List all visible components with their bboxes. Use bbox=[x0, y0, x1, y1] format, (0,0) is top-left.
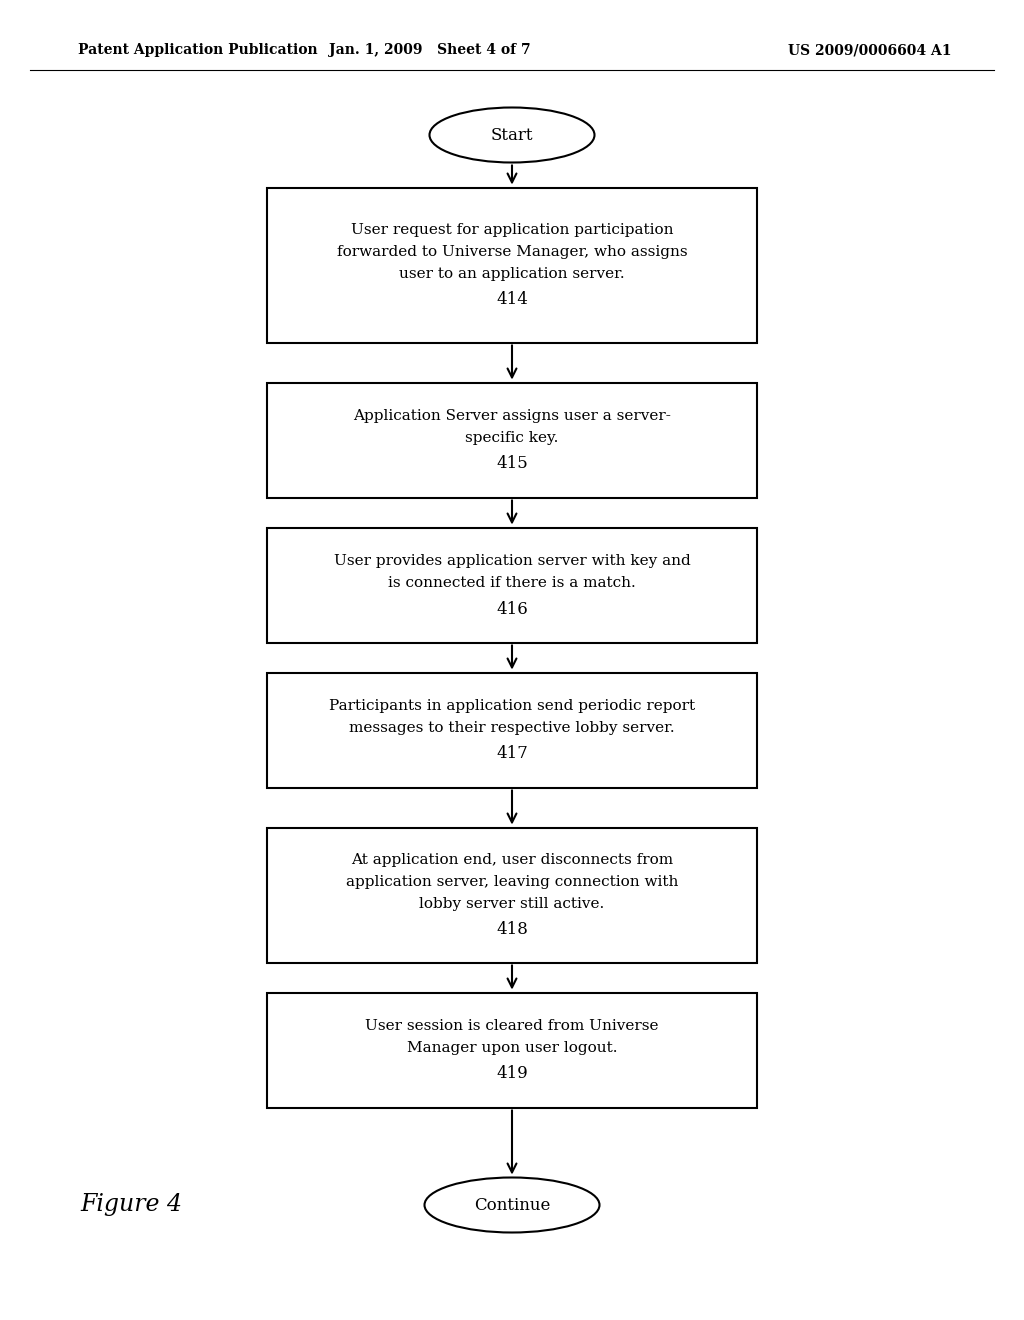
Text: 417: 417 bbox=[496, 746, 528, 763]
Bar bbox=[267, 672, 757, 788]
Text: 414: 414 bbox=[496, 292, 528, 309]
Text: is connected if there is a match.: is connected if there is a match. bbox=[388, 576, 636, 590]
Text: lobby server still active.: lobby server still active. bbox=[420, 898, 604, 911]
Text: US 2009/0006604 A1: US 2009/0006604 A1 bbox=[788, 44, 951, 57]
Text: application server, leaving connection with: application server, leaving connection w… bbox=[346, 875, 678, 888]
Text: user to an application server.: user to an application server. bbox=[399, 267, 625, 281]
Text: Manager upon user logout.: Manager upon user logout. bbox=[407, 1041, 617, 1055]
Text: 419: 419 bbox=[496, 1065, 528, 1082]
Text: Application Server assigns user a server-: Application Server assigns user a server… bbox=[353, 409, 671, 422]
Bar bbox=[267, 828, 757, 962]
Text: At application end, user disconnects from: At application end, user disconnects fro… bbox=[351, 853, 673, 867]
Text: Participants in application send periodic report: Participants in application send periodi… bbox=[329, 700, 695, 713]
Text: Patent Application Publication: Patent Application Publication bbox=[78, 44, 317, 57]
Text: messages to their respective lobby server.: messages to their respective lobby serve… bbox=[349, 721, 675, 735]
Text: forwarded to Universe Manager, who assigns: forwarded to Universe Manager, who assig… bbox=[337, 246, 687, 259]
Text: User request for application participation: User request for application participati… bbox=[351, 223, 673, 238]
Text: Continue: Continue bbox=[474, 1196, 550, 1213]
Bar bbox=[267, 993, 757, 1107]
Text: User session is cleared from Universe: User session is cleared from Universe bbox=[366, 1019, 658, 1034]
Text: User provides application server with key and: User provides application server with ke… bbox=[334, 554, 690, 568]
Text: 418: 418 bbox=[496, 921, 528, 939]
Text: Start: Start bbox=[490, 127, 534, 144]
Text: Figure 4: Figure 4 bbox=[80, 1193, 182, 1217]
Bar bbox=[267, 528, 757, 643]
Ellipse shape bbox=[429, 107, 595, 162]
Bar bbox=[267, 187, 757, 342]
Text: 416: 416 bbox=[496, 601, 528, 618]
Ellipse shape bbox=[425, 1177, 599, 1233]
Bar bbox=[267, 383, 757, 498]
Text: 415: 415 bbox=[496, 455, 528, 473]
Text: Jan. 1, 2009   Sheet 4 of 7: Jan. 1, 2009 Sheet 4 of 7 bbox=[329, 44, 530, 57]
Text: specific key.: specific key. bbox=[465, 432, 559, 445]
